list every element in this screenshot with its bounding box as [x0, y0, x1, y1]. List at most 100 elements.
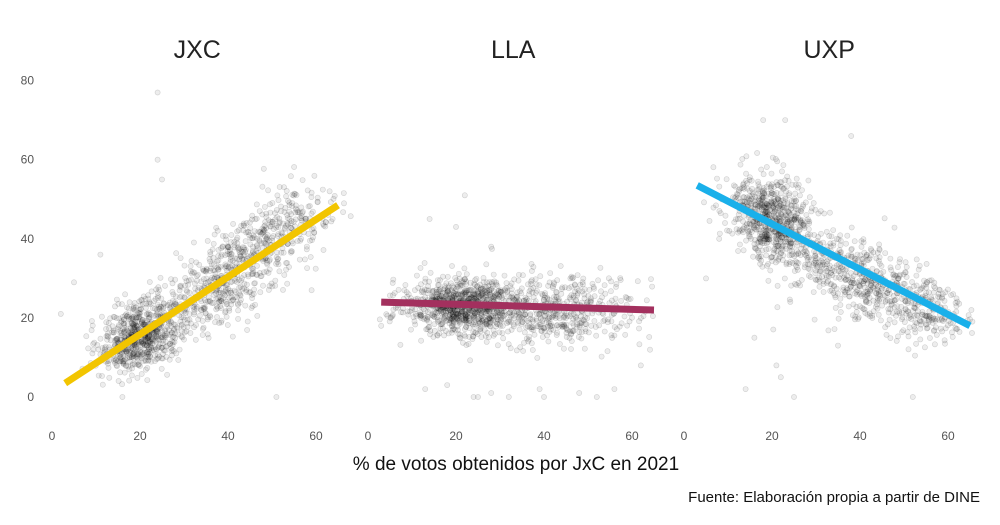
data-point — [253, 243, 260, 250]
data-point — [793, 248, 800, 254]
data-point — [476, 316, 483, 323]
data-point — [155, 303, 162, 310]
data-point — [215, 266, 222, 273]
data-point — [140, 338, 147, 345]
data-point — [213, 295, 220, 302]
data-point — [437, 321, 444, 328]
data-point — [227, 254, 234, 260]
data-point — [259, 229, 266, 236]
data-point — [237, 284, 244, 290]
data-point — [213, 306, 220, 313]
data-point — [266, 256, 273, 263]
data-point — [266, 283, 273, 289]
data-point — [816, 283, 823, 290]
data-point — [119, 358, 126, 365]
data-point — [274, 233, 281, 239]
data-point — [477, 281, 483, 288]
data-point — [601, 328, 608, 335]
data-point — [241, 285, 248, 292]
data-point — [441, 283, 448, 289]
data-point — [127, 324, 134, 331]
data-point — [281, 272, 288, 278]
data-point — [466, 333, 473, 340]
data-point — [118, 332, 125, 339]
data-point — [169, 298, 176, 304]
data-point — [159, 334, 166, 340]
data-point — [848, 270, 854, 277]
data-point — [853, 288, 860, 295]
data-point — [789, 259, 796, 266]
data-point — [771, 247, 778, 254]
data-point — [135, 340, 141, 346]
data-point — [170, 321, 177, 328]
data-point — [448, 287, 455, 294]
data-point — [153, 286, 160, 293]
data-point — [193, 272, 200, 279]
data-point — [383, 311, 390, 318]
data-point — [466, 291, 473, 298]
data-point — [146, 337, 153, 344]
data-point — [145, 314, 152, 321]
data-point — [178, 293, 185, 300]
data-point — [130, 325, 137, 331]
data-point — [237, 299, 243, 306]
data-point — [200, 276, 207, 283]
data-point — [320, 222, 327, 229]
data-point — [277, 208, 284, 215]
data-point — [236, 290, 242, 296]
data-point — [439, 273, 446, 280]
data-point — [261, 227, 268, 234]
data-point — [123, 348, 130, 355]
data-point — [246, 289, 253, 296]
data-point — [413, 272, 420, 279]
data-point — [405, 291, 412, 298]
data-point — [109, 329, 116, 336]
data-point — [597, 297, 604, 304]
data-point — [434, 277, 441, 283]
data-point — [584, 310, 591, 317]
data-point — [225, 263, 232, 270]
data-point — [180, 324, 187, 331]
data-point — [160, 300, 167, 307]
data-point — [233, 260, 240, 267]
data-point — [149, 334, 155, 341]
data-point — [190, 303, 197, 310]
data-point — [134, 351, 141, 358]
data-point — [171, 338, 178, 345]
data-point — [128, 315, 135, 322]
data-point — [896, 259, 903, 265]
data-point — [71, 279, 77, 286]
data-point — [516, 326, 523, 333]
data-point — [754, 186, 761, 193]
data-point — [213, 303, 220, 310]
data-point — [175, 331, 182, 338]
data-point — [781, 275, 788, 282]
data-point — [214, 227, 221, 234]
data-point — [606, 300, 613, 306]
data-point — [320, 220, 326, 227]
data-point — [239, 255, 246, 262]
data-point — [431, 313, 437, 320]
data-point — [341, 200, 347, 207]
data-point — [137, 302, 144, 308]
data-point — [806, 218, 813, 225]
data-point — [767, 184, 774, 191]
data-point — [240, 222, 247, 229]
data-point — [289, 191, 296, 198]
data-point — [792, 181, 799, 188]
data-point — [265, 269, 272, 276]
data-point — [559, 284, 566, 291]
data-point — [140, 322, 147, 328]
data-point — [484, 329, 491, 336]
data-point — [148, 288, 155, 295]
data-point — [135, 361, 142, 367]
data-point — [169, 342, 176, 348]
data-point — [156, 337, 163, 344]
data-point — [205, 279, 211, 285]
data-point — [152, 312, 159, 319]
data-point — [449, 315, 456, 322]
data-point — [166, 356, 173, 363]
data-point — [121, 328, 128, 335]
data-point — [145, 311, 152, 318]
data-point — [214, 314, 220, 320]
